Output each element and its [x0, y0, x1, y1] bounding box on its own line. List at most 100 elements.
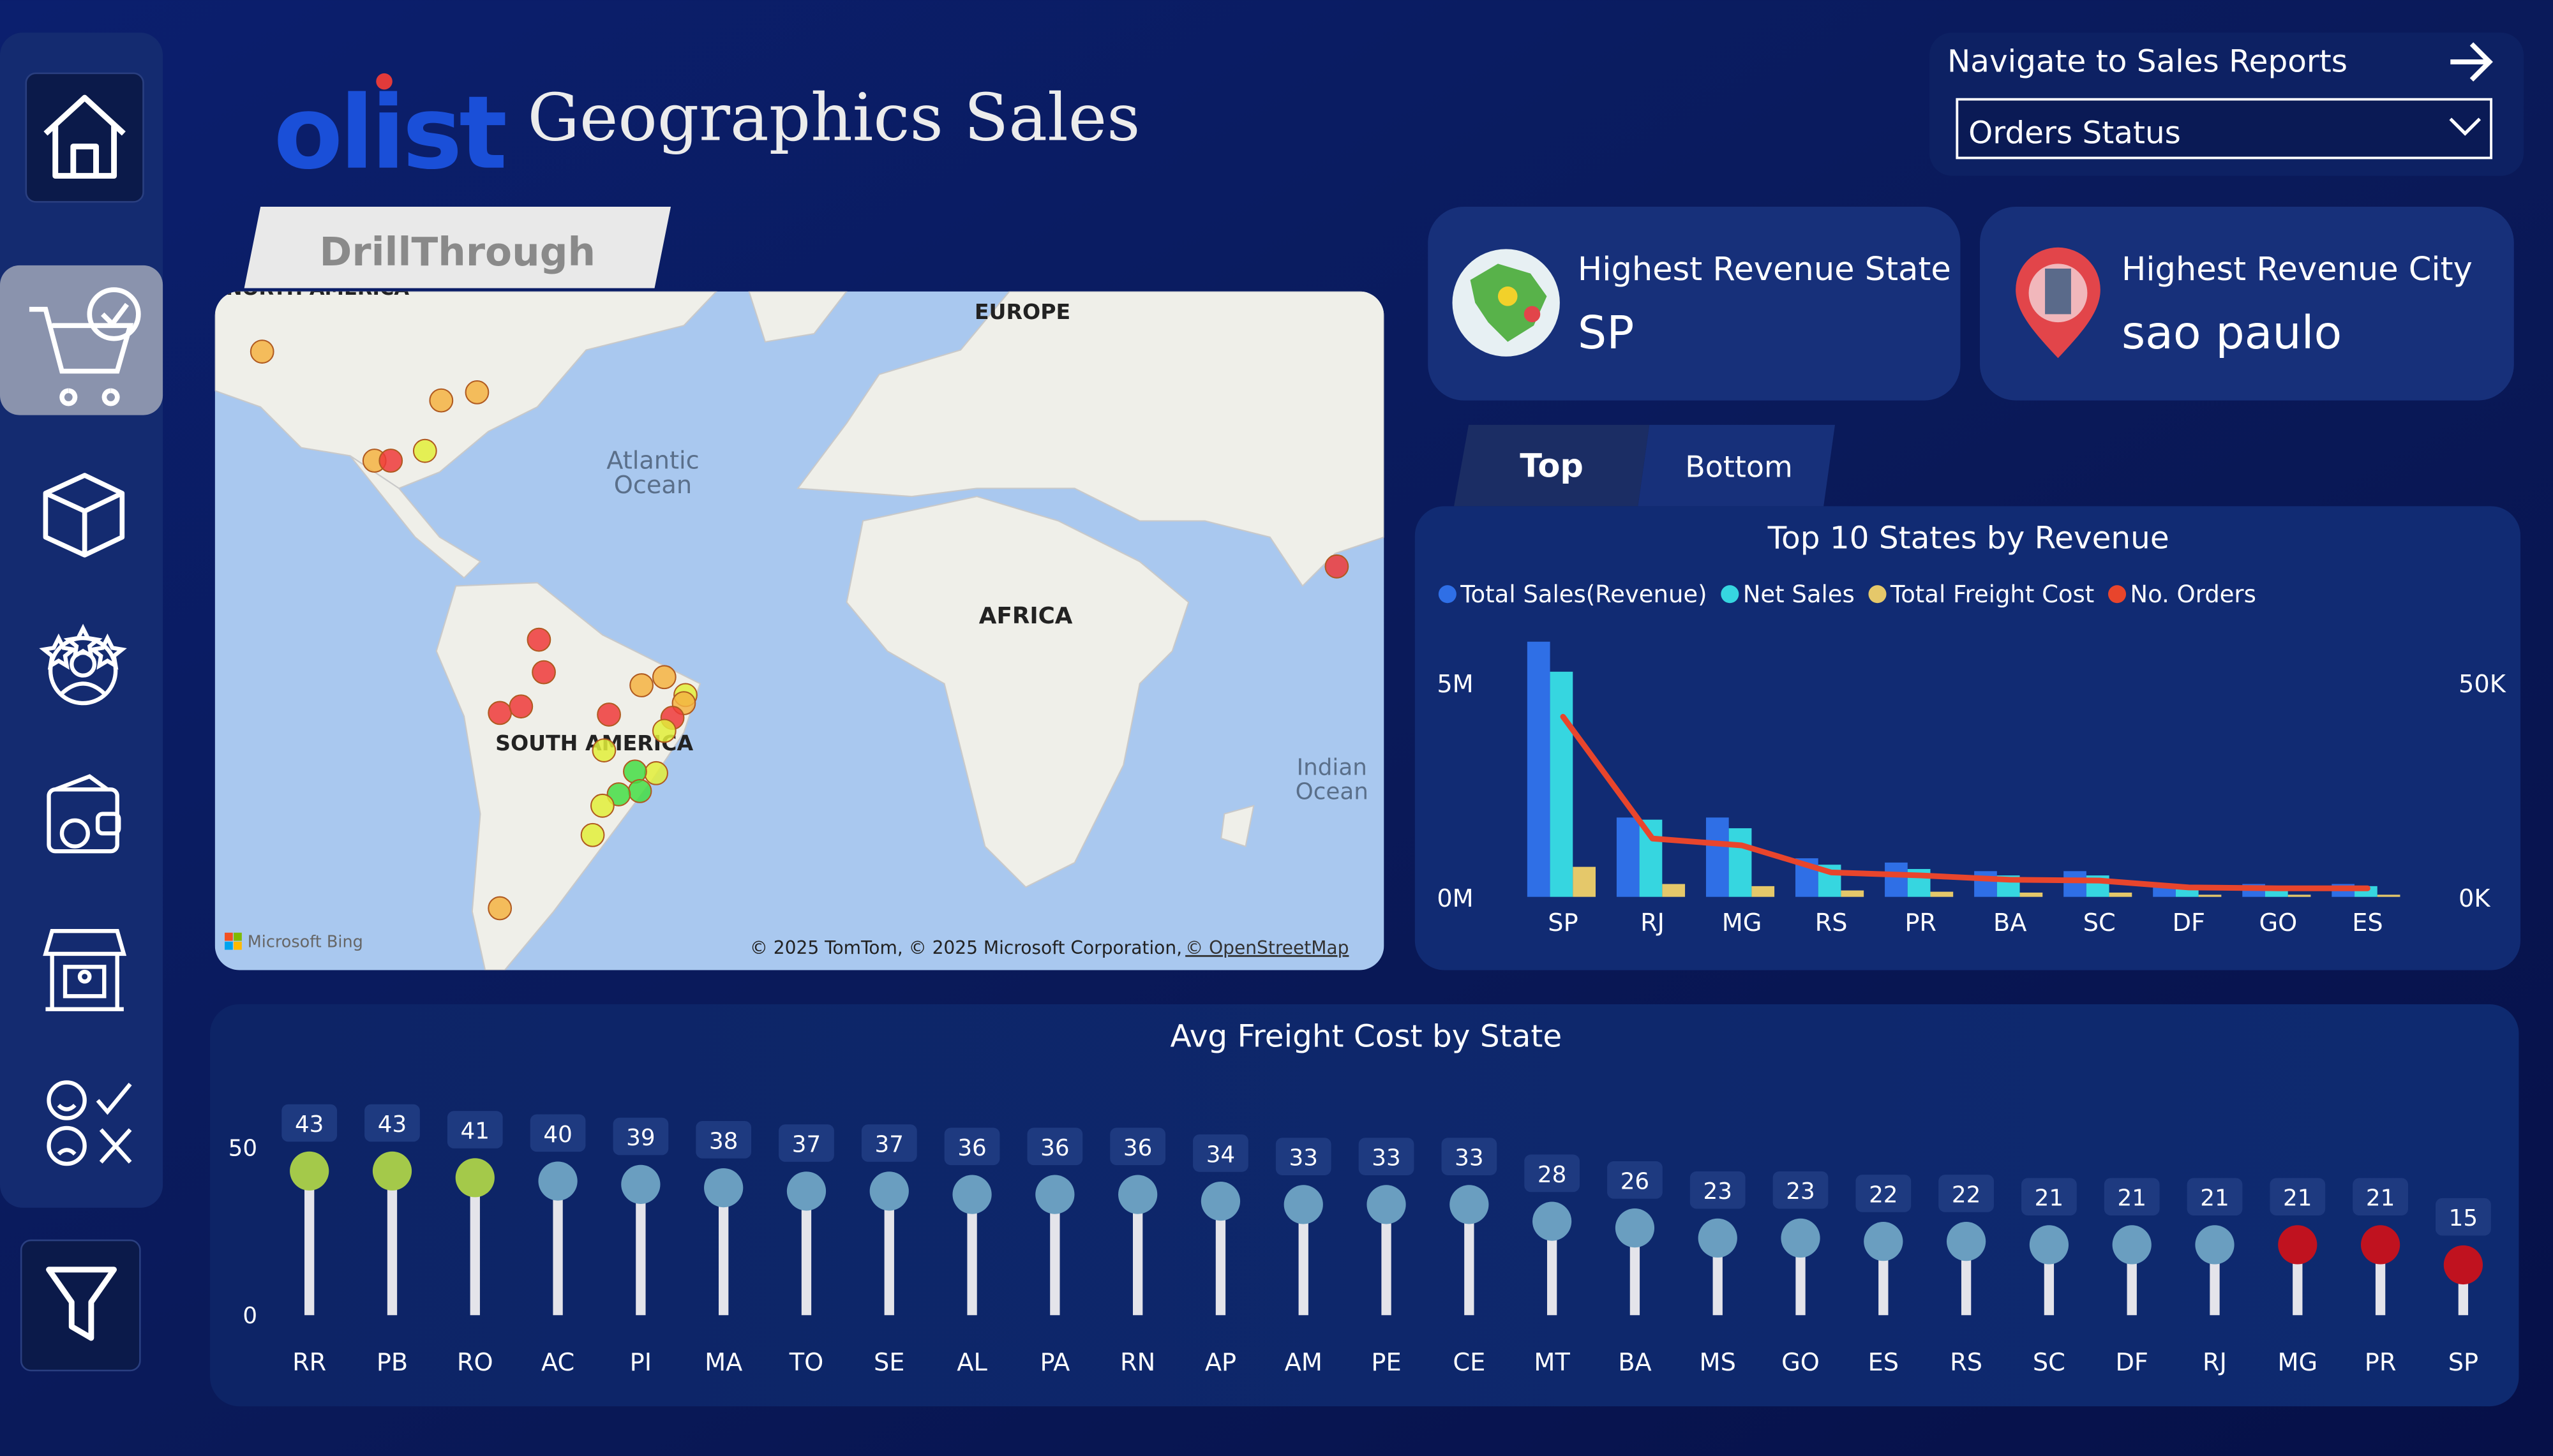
lollipop-stick	[1464, 1204, 1474, 1316]
tab-bottom[interactable]	[1638, 424, 1835, 507]
chart-title: Avg Freight Cost by State	[1170, 1018, 1562, 1054]
data-label-box	[1855, 1175, 1912, 1212]
lollipop-stick	[387, 1171, 398, 1316]
check-icon	[101, 302, 130, 328]
drillthrough-label: DrillThrough	[320, 230, 596, 275]
report-dropdown[interactable]	[1956, 98, 2492, 160]
x-tick-label: BA	[1618, 1348, 1651, 1377]
lollipop-head	[2112, 1225, 2152, 1265]
bar	[1550, 671, 1573, 897]
data-label-box	[281, 1104, 338, 1142]
x-tick-label: RS	[1815, 909, 1848, 937]
bar	[1662, 884, 1686, 897]
x-tick-label: PI	[630, 1348, 652, 1377]
data-label: 43	[295, 1111, 324, 1138]
map-label: Atlantic	[606, 447, 699, 475]
data-label-box	[1110, 1127, 1166, 1166]
data-label: 36	[1123, 1135, 1152, 1161]
lollipop-head	[1532, 1201, 1572, 1241]
lollipop-head	[1201, 1181, 1241, 1221]
x-tick-label: CE	[1453, 1348, 1485, 1377]
map-dot	[590, 793, 615, 818]
tab-top[interactable]	[1454, 424, 1650, 507]
home-button[interactable]	[25, 72, 144, 203]
data-label: 23	[1703, 1178, 1732, 1205]
data-label: 33	[1455, 1145, 1483, 1171]
x-tick-label: RO	[457, 1348, 493, 1377]
x-tick-label: DF	[2115, 1348, 2148, 1377]
map[interactable]: NORTH AMERICAEUROPEAtlanticOceanAFRICASO…	[214, 278, 1384, 970]
x-tick-label: RJ	[2203, 1348, 2227, 1377]
map-dot	[627, 778, 652, 803]
x-tick-label: RR	[292, 1348, 326, 1377]
review-icon[interactable]	[47, 1080, 132, 1166]
filter-button[interactable]	[20, 1239, 141, 1372]
chart-title: Top 10 States by Revenue	[1767, 521, 2169, 556]
data-label-box	[1441, 1138, 1497, 1175]
bar	[1573, 866, 1596, 897]
lollipop-head	[1449, 1185, 1489, 1224]
x-tick-label: MS	[1700, 1348, 1736, 1377]
bing-logo	[234, 941, 242, 950]
lollipop-head	[621, 1164, 661, 1204]
legend-label: Net Sales	[1743, 581, 1855, 608]
map-dot	[378, 449, 403, 473]
data-label-box	[1772, 1171, 1829, 1209]
map-provider: Microsoft Bing	[248, 933, 363, 952]
lollipop-stick	[1629, 1228, 1640, 1316]
map-dot	[652, 718, 677, 743]
lollipop-head	[1947, 1222, 1986, 1261]
bar	[1930, 891, 1954, 897]
y-tick-label: 50	[228, 1135, 257, 1161]
y2-tick-label: 0K	[2459, 884, 2490, 913]
x-tick-label: SC	[2033, 1348, 2065, 1377]
product-icon[interactable]	[43, 473, 125, 558]
kpi-value: SP	[1578, 306, 1634, 359]
data-label-box	[1027, 1127, 1083, 1166]
lollipop-head	[1698, 1218, 1737, 1258]
data-label-box	[2104, 1178, 2160, 1216]
data-label-box	[944, 1127, 1000, 1166]
map-attribution: © 2025 TomTom, © 2025 Microsoft Corporat…	[750, 937, 1182, 958]
home-icon	[43, 94, 126, 179]
lollipop-head	[704, 1168, 744, 1208]
x-tick-label: SP	[1548, 909, 1578, 937]
land	[214, 291, 1384, 970]
data-label-box	[1607, 1161, 1663, 1199]
payment-icon[interactable]	[47, 774, 121, 854]
osm-link[interactable]: © OpenStreetMap	[1185, 937, 1349, 958]
sales-nav-selected[interactable]	[0, 265, 163, 415]
line-series	[1560, 713, 2370, 891]
kpi-card	[1980, 207, 2514, 401]
data-label-box	[2270, 1178, 2326, 1216]
map-dot	[509, 694, 534, 719]
map-dot	[488, 896, 513, 921]
filter-icon	[46, 1267, 117, 1341]
bar	[1751, 886, 1775, 897]
map-dot	[412, 438, 437, 463]
data-label: 43	[378, 1111, 407, 1138]
bar	[1705, 817, 1729, 897]
legend-swatch	[2108, 585, 2127, 604]
brazil-flag	[1497, 286, 1518, 306]
x-tick-label: PR	[2365, 1348, 2397, 1377]
kpi-label: Highest Revenue State	[1578, 251, 1951, 288]
drillthrough-tab[interactable]	[244, 207, 671, 288]
x-tick-label: RS	[1950, 1348, 1982, 1377]
lollipop-head	[2443, 1245, 2483, 1285]
bar	[1974, 871, 1997, 897]
y-tick-label: 0M	[1437, 884, 1473, 913]
legend-swatch	[1438, 585, 1456, 604]
legend-label: Total Freight Cost	[1890, 581, 2094, 608]
lollipop-stick	[304, 1171, 315, 1316]
map-label: EUROPE	[975, 299, 1070, 324]
map-dot	[644, 761, 668, 785]
navigate-arrow[interactable]	[2450, 42, 2493, 82]
lollipop-head	[869, 1171, 909, 1211]
data-label: 21	[2366, 1185, 2395, 1212]
seller-icon[interactable]	[43, 929, 127, 1011]
data-label-box	[2021, 1178, 2077, 1216]
data-label: 37	[792, 1132, 821, 1158]
customer-icon[interactable]	[39, 623, 127, 706]
